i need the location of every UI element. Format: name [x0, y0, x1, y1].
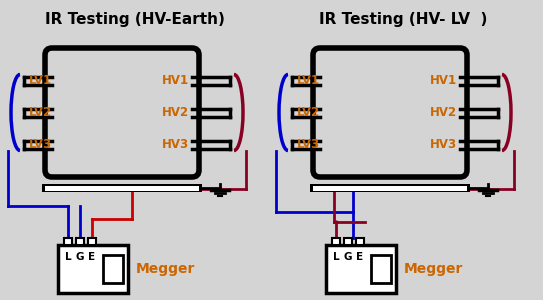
Text: LV1: LV1 — [29, 74, 52, 87]
Bar — [45, 186, 199, 191]
Bar — [371, 255, 391, 283]
Bar — [103, 255, 123, 283]
Text: G: G — [344, 252, 352, 262]
Bar — [42, 184, 202, 192]
Text: HV1: HV1 — [162, 74, 189, 87]
Text: HV3: HV3 — [162, 138, 189, 151]
Text: LV1: LV1 — [297, 74, 320, 87]
Bar — [64, 238, 72, 245]
Text: LV2: LV2 — [297, 106, 320, 119]
Text: Megger: Megger — [136, 262, 195, 276]
Bar — [326, 245, 396, 293]
Text: LV3: LV3 — [29, 138, 52, 151]
Bar — [58, 245, 128, 293]
Bar — [356, 238, 364, 245]
Text: L: L — [65, 252, 71, 262]
Text: HV1: HV1 — [430, 74, 457, 87]
Text: E: E — [356, 252, 364, 262]
Text: IR Testing (HV- LV  ): IR Testing (HV- LV ) — [319, 12, 487, 27]
Text: LV3: LV3 — [297, 138, 320, 151]
Text: G: G — [76, 252, 84, 262]
Bar — [313, 186, 467, 191]
Text: Megger: Megger — [404, 262, 463, 276]
Bar — [88, 238, 96, 245]
Text: L: L — [333, 252, 339, 262]
Text: HV2: HV2 — [162, 106, 189, 119]
Text: IR Testing (HV-Earth): IR Testing (HV-Earth) — [45, 12, 225, 27]
Text: HV3: HV3 — [430, 138, 457, 151]
Bar — [332, 238, 340, 245]
Bar — [344, 238, 352, 245]
Text: HV2: HV2 — [430, 106, 457, 119]
Bar — [310, 184, 470, 192]
Bar — [76, 238, 84, 245]
Text: LV2: LV2 — [29, 106, 52, 119]
Text: E: E — [89, 252, 96, 262]
